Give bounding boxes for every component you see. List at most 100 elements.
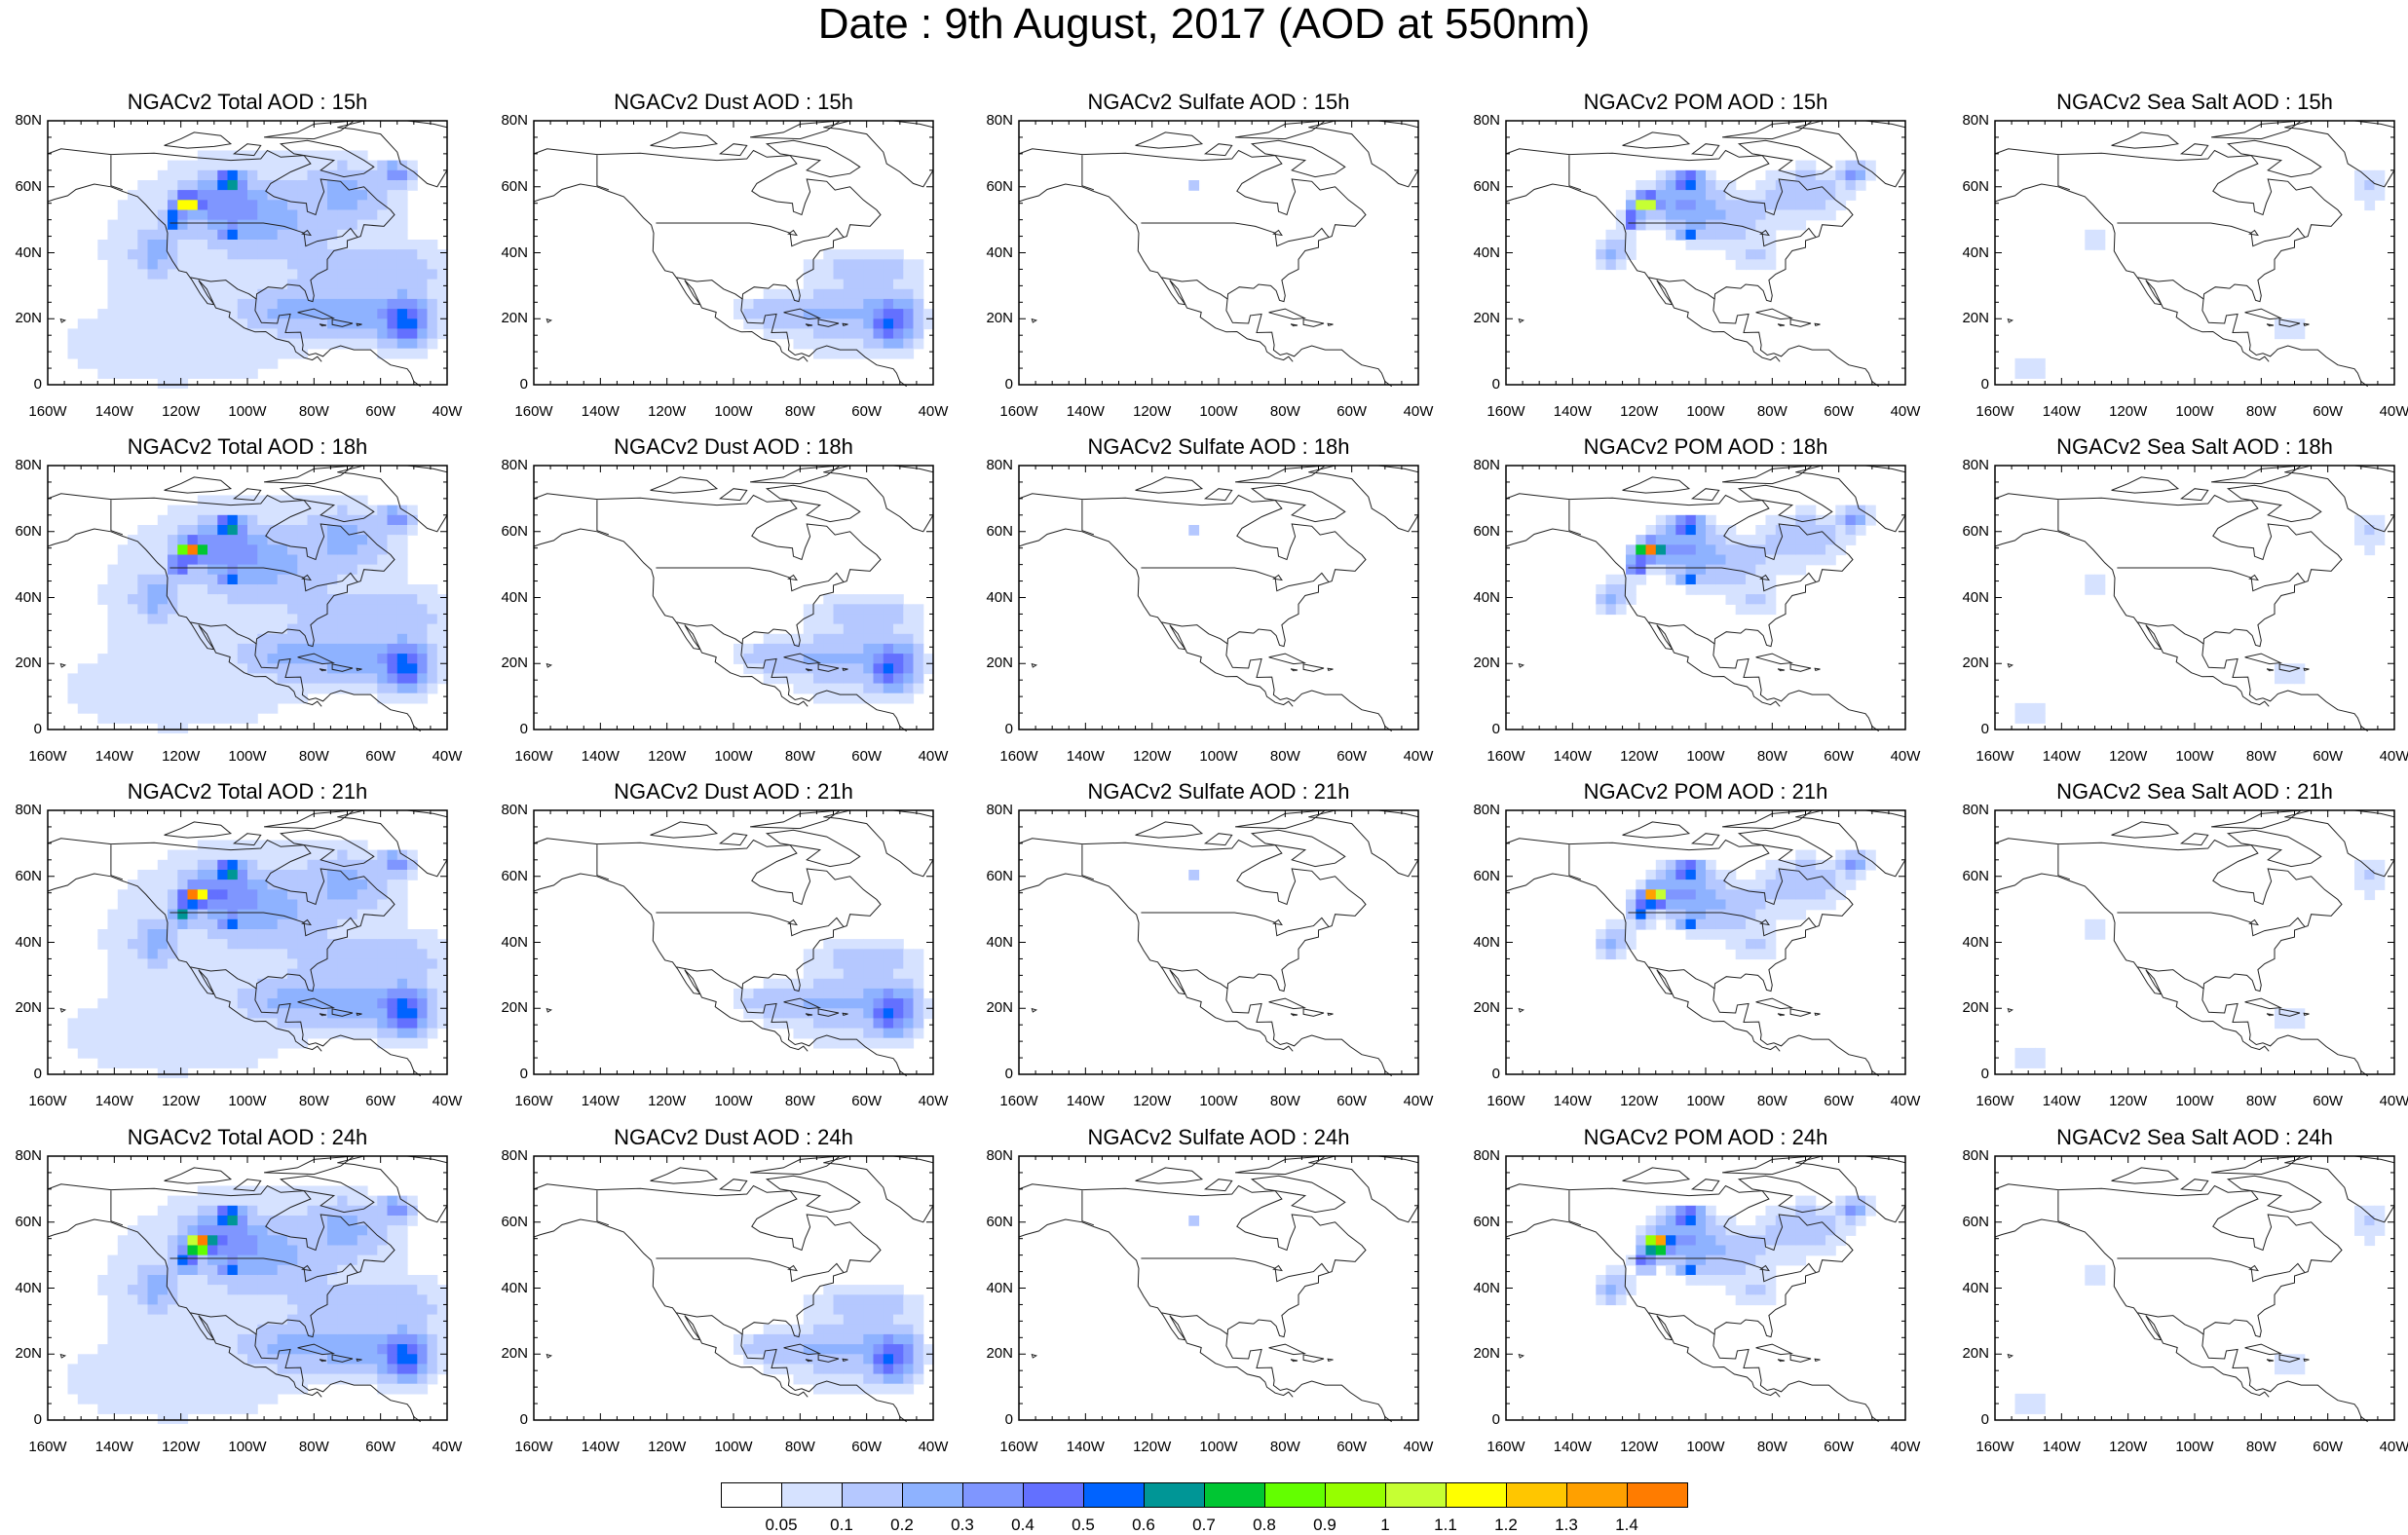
alaska-border: [2058, 500, 2070, 535]
alaska-border: [597, 500, 609, 535]
lat-label: 60N: [470, 524, 528, 540]
aod-field: [1188, 870, 1199, 880]
lat-label: 40N: [0, 590, 42, 606]
island-outline: [1519, 319, 1524, 322]
alaska-border: [597, 1190, 609, 1225]
panel-title: NGACv2 POM AOD : 21h: [1428, 779, 1983, 805]
lat-label: 20N: [1931, 311, 1989, 326]
lat-label: 60N: [1931, 179, 1989, 195]
lat-label: 20N: [1931, 1000, 1989, 1016]
lat-label: 0: [1931, 1412, 1989, 1428]
colorbar-swatch: [1566, 1482, 1628, 1508]
island-outline: [1269, 998, 1305, 1009]
colorbar-label: 0.2: [878, 1516, 926, 1535]
aod-field: [1596, 850, 1876, 960]
lon-label: 80W: [1738, 404, 1806, 420]
lon-label: 160W: [14, 404, 82, 420]
lat-label: 80N: [0, 803, 42, 818]
colorbar-label: 0.3: [938, 1516, 987, 1535]
lon-label: 60W: [1805, 1094, 1873, 1109]
aod-field: [1596, 505, 1876, 616]
lon-label: 40W: [2360, 749, 2408, 765]
panel-title: NGACv2 Total AOD : 21h: [0, 779, 525, 805]
island-outline: [767, 485, 860, 521]
island-outline: [2008, 1355, 2013, 1358]
panel-title: NGACv2 Total AOD : 18h: [0, 434, 525, 460]
lon-label: 100W: [1185, 749, 1253, 765]
island-outline: [1815, 668, 1820, 670]
lat-label: 80N: [1442, 803, 1500, 818]
lon-label: 120W: [1118, 404, 1186, 420]
alaska-border: [2058, 1190, 2070, 1225]
island-outline: [1252, 485, 1345, 521]
coastline-west: [1019, 184, 1293, 361]
colorbar-swatch: [1264, 1482, 1326, 1508]
lon-label: 100W: [2161, 1440, 2229, 1455]
lon-label: 40W: [413, 1094, 481, 1109]
island-outline: [1722, 466, 1812, 484]
us-mexico-border: [1162, 622, 1228, 644]
island-outline: [60, 664, 65, 667]
us-mexico-border: [1649, 622, 1715, 644]
us-canada-border: [1141, 1258, 1328, 1282]
island-outline: [720, 489, 746, 501]
lat-label: 60N: [1442, 179, 1500, 195]
panel-title: NGACv2 Dust AOD : 15h: [456, 90, 1011, 115]
us-mexico-border: [1162, 278, 1228, 299]
us-canada-border: [1141, 223, 1328, 246]
map-frame: [1995, 810, 2394, 1074]
colorbar-swatch: [1627, 1482, 1688, 1508]
lat-label: 80N: [470, 113, 528, 129]
colorbar-swatch: [902, 1482, 963, 1508]
lon-label: 120W: [633, 1440, 701, 1455]
lat-label: 0: [955, 1412, 1013, 1428]
island-outline: [1623, 1168, 1689, 1183]
panel-title: NGACv2 Sea Salt AOD : 24h: [1917, 1125, 2408, 1150]
lon-label: 80W: [766, 749, 834, 765]
us-canada-border: [1141, 568, 1328, 591]
colorbar-label: 0.7: [1180, 1516, 1228, 1535]
lon-label: 120W: [2094, 1094, 2163, 1109]
lat-label: 60N: [1442, 869, 1500, 884]
colorbar-label: 1.2: [1482, 1516, 1530, 1535]
alaska-border: [1082, 844, 1094, 880]
island-outline: [2267, 1360, 2274, 1362]
coastline-west: [1995, 874, 2269, 1051]
aod-map: [1506, 1156, 1905, 1420]
lat-label: 40N: [955, 245, 1013, 261]
lat-label: 40N: [470, 590, 528, 606]
alaska-border: [1569, 155, 1581, 190]
lat-label: 20N: [470, 655, 528, 671]
island-outline: [2211, 121, 2301, 139]
lat-label: 20N: [470, 1346, 528, 1362]
map-frame: [1019, 1156, 1418, 1420]
lon-label: 140W: [80, 404, 148, 420]
alaska-border: [597, 844, 609, 880]
lat-label: 40N: [0, 935, 42, 951]
panel-title: NGACv2 Sulfate AOD : 21h: [941, 779, 1496, 805]
aod-field: [68, 1186, 448, 1425]
lat-label: 80N: [1931, 113, 1989, 129]
lon-label: 100W: [2161, 1094, 2229, 1109]
lon-label: 40W: [2360, 1440, 2408, 1455]
island-outline: [2211, 1156, 2301, 1175]
lon-label: 140W: [80, 1094, 148, 1109]
lat-label: 0: [1931, 1067, 1989, 1082]
island-outline: [2267, 669, 2274, 671]
island-outline: [546, 1355, 551, 1358]
lon-label: 140W: [566, 1094, 634, 1109]
lon-label: 60W: [347, 404, 415, 420]
lat-label: 80N: [0, 458, 42, 473]
lat-label: 20N: [470, 1000, 528, 1016]
lat-label: 80N: [955, 458, 1013, 473]
lon-label: 40W: [1384, 1094, 1452, 1109]
aod-field: [1596, 161, 1876, 271]
lon-label: 60W: [2294, 1440, 2362, 1455]
island-outline: [1692, 489, 1718, 501]
lat-label: 40N: [1931, 245, 1989, 261]
us-mexico-border: [1649, 1313, 1715, 1334]
lon-label: 160W: [1961, 1440, 2029, 1455]
